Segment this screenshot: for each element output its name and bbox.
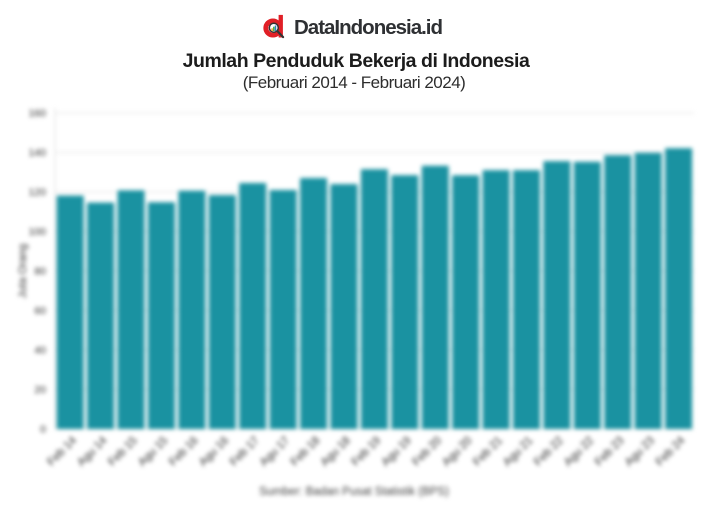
svg-text:100: 100 xyxy=(28,226,46,238)
svg-text:40: 40 xyxy=(34,345,46,357)
svg-text:Feb 18: Feb 18 xyxy=(289,435,323,469)
svg-text:140: 140 xyxy=(28,147,46,159)
svg-text:Feb 20: Feb 20 xyxy=(410,435,444,469)
svg-text:Agu 22: Agu 22 xyxy=(562,435,596,469)
svg-text:Agu 18: Agu 18 xyxy=(319,435,353,469)
svg-text:80: 80 xyxy=(34,266,46,278)
svg-text:Juta Orang: Juta Orang xyxy=(17,244,29,298)
svg-text:20: 20 xyxy=(34,384,46,396)
svg-text:Agu 17: Agu 17 xyxy=(258,435,292,469)
svg-text:Agu 21: Agu 21 xyxy=(501,435,535,469)
svg-text:Feb 21: Feb 21 xyxy=(471,435,505,469)
svg-text:Agu 16: Agu 16 xyxy=(197,435,231,469)
svg-text:Sumber: Badan Pusat Statistik: Sumber: Badan Pusat Statistik (BPS) xyxy=(259,486,449,498)
svg-text:Feb 19: Feb 19 xyxy=(350,435,384,469)
svg-text:Agu 23: Agu 23 xyxy=(623,435,657,469)
svg-text:Feb 24: Feb 24 xyxy=(654,434,688,468)
svg-text:Feb 16: Feb 16 xyxy=(167,435,201,469)
svg-text:Agu 14: Agu 14 xyxy=(75,434,110,469)
svg-text:Agu 19: Agu 19 xyxy=(379,435,413,469)
svg-text:60: 60 xyxy=(34,305,46,317)
svg-text:160: 160 xyxy=(28,108,46,120)
svg-text:0: 0 xyxy=(40,424,46,436)
svg-text:Agu 20: Agu 20 xyxy=(440,435,474,469)
svg-text:Feb 23: Feb 23 xyxy=(593,435,627,469)
svg-text:120: 120 xyxy=(28,187,46,199)
svg-text:Feb 14: Feb 14 xyxy=(45,434,79,468)
svg-text:Feb 22: Feb 22 xyxy=(532,435,566,469)
svg-text:Agu 15: Agu 15 xyxy=(136,435,170,469)
svg-text:Feb 15: Feb 15 xyxy=(106,435,140,469)
svg-text:Feb 17: Feb 17 xyxy=(228,435,262,469)
